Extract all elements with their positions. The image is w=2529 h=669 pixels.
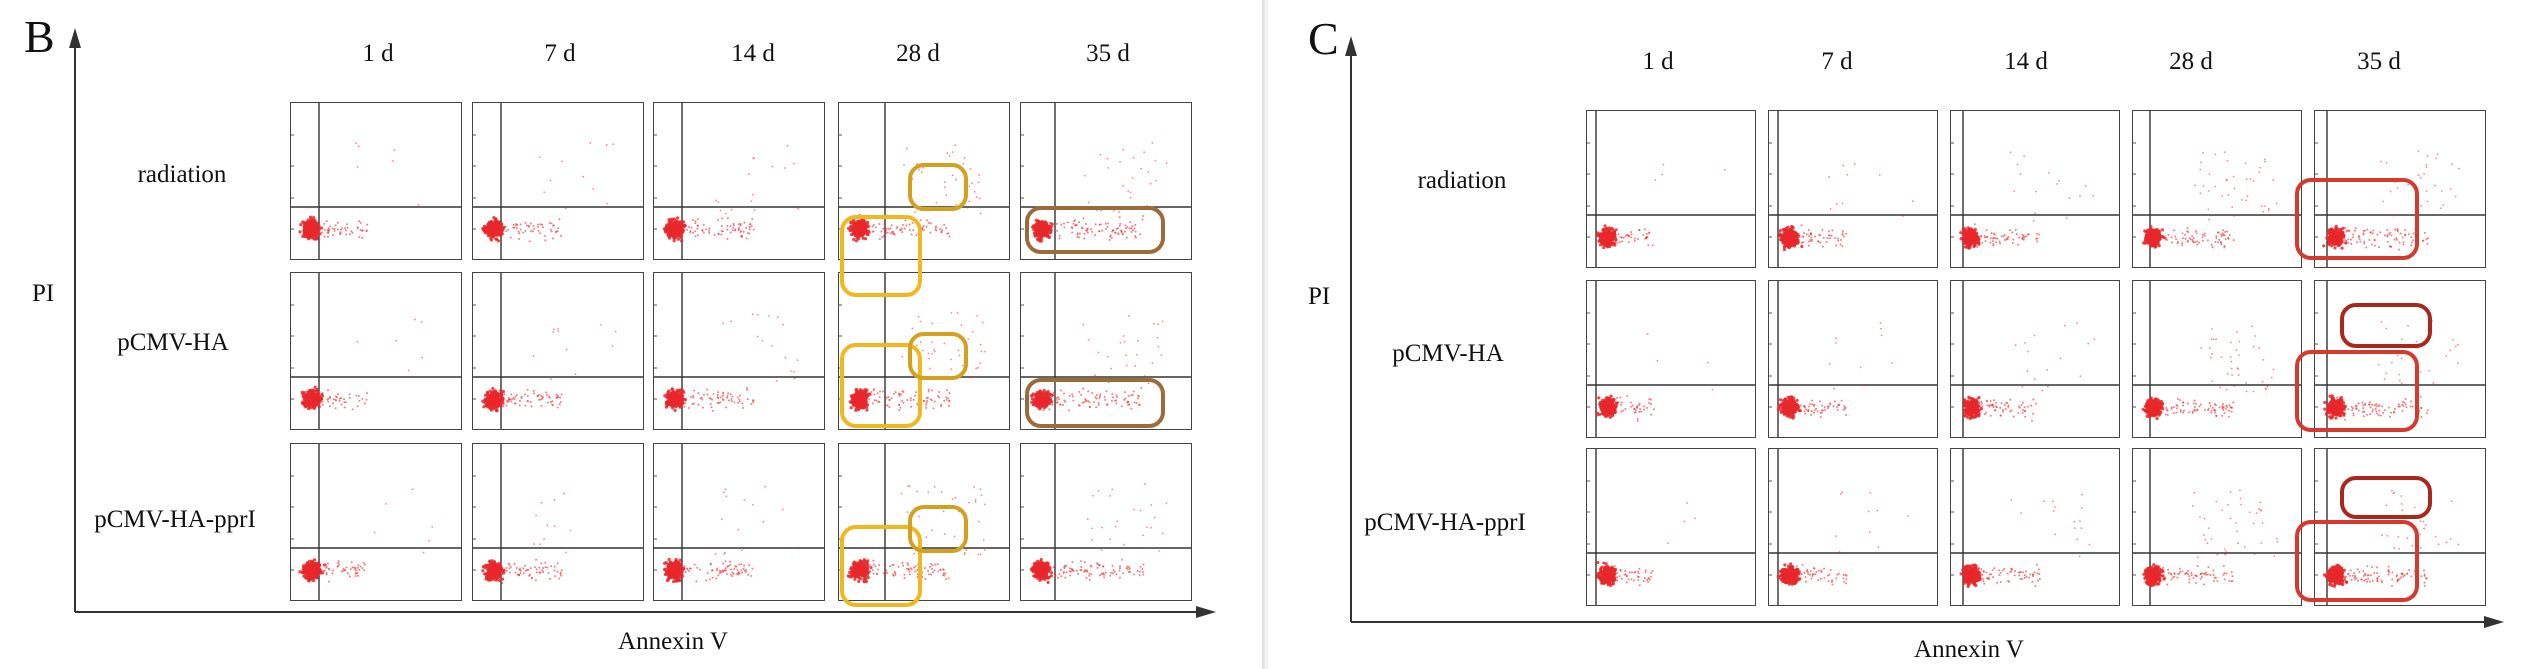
column-label: 1 d (362, 40, 394, 67)
row-label: pCMV-HA-pprI (94, 506, 256, 533)
column-label: 28 d (896, 40, 940, 67)
dot-plot (2314, 448, 2486, 606)
column-label: 1 d (1642, 48, 1674, 75)
row-label: pCMV-HA (117, 329, 229, 356)
column-label: 28 d (2169, 48, 2213, 75)
highlight-box (840, 525, 922, 607)
dot-plot (1768, 448, 1938, 606)
dot-plot (1020, 443, 1192, 601)
highlight-box (2295, 350, 2419, 432)
dot-plot (1950, 280, 2120, 438)
panel-letter: B (24, 11, 55, 62)
dot-plot (2132, 280, 2302, 438)
dot-plot (653, 443, 825, 601)
panel-c-axes (1345, 36, 2504, 628)
highlight-box (1025, 206, 1165, 254)
dot-plot (472, 443, 644, 601)
panel-c: C PI Annexin V 1 d 7 d 14 d 28 d 35 d ra… (1268, 0, 2529, 669)
dot-plot (838, 102, 1010, 260)
dot-plot (1768, 280, 1938, 438)
dot-plot (838, 272, 1010, 430)
panel-b-axes (69, 28, 1216, 618)
row-label: radiation (1417, 167, 1507, 194)
panel-divider (1262, 0, 1272, 669)
dot-plot (1586, 448, 1756, 606)
dot-plot (1586, 110, 1756, 268)
highlight-box (840, 343, 922, 428)
dot-plot (472, 102, 644, 260)
dot-plot (653, 272, 825, 430)
row-label: pCMV-HA-pprI (1364, 509, 1526, 536)
row-label: radiation (137, 161, 227, 188)
highlight-box (840, 215, 922, 297)
panel-letter: C (1308, 13, 1339, 64)
x-axis-title: Annexin V (1914, 636, 2024, 663)
highlight-box (908, 163, 968, 211)
y-axis-title: PI (1308, 283, 1331, 310)
dot-plot (472, 272, 644, 430)
dot-plot (2314, 110, 2486, 268)
dot-plot (1768, 110, 1938, 268)
highlight-box (2340, 476, 2432, 519)
highlight-box (2295, 178, 2419, 260)
column-label: 7 d (1821, 48, 1853, 75)
column-label: 7 d (544, 40, 576, 67)
dot-plot (1950, 110, 2120, 268)
dot-plot (290, 443, 462, 601)
column-label: 35 d (2357, 48, 2401, 75)
highlight-box (2340, 303, 2432, 348)
dot-plot (1950, 448, 2120, 606)
highlight-box (908, 505, 968, 553)
dot-plot (1586, 280, 1756, 438)
column-label: 35 d (1086, 40, 1130, 67)
highlight-box (2295, 520, 2419, 602)
highlight-box (908, 332, 968, 380)
x-axis-title: Annexin V (618, 628, 728, 655)
column-label: 14 d (731, 40, 775, 67)
dot-plot (2132, 448, 2302, 606)
dot-plot (2132, 110, 2302, 268)
panel-b: B PI Annexin V 1 d 7 d 14 d 28 d 35 d ra… (24, 11, 1216, 655)
dot-plot (290, 272, 462, 430)
highlight-box (1025, 378, 1165, 428)
dot-plot (653, 102, 825, 260)
dot-plot (290, 102, 462, 260)
row-label: pCMV-HA (1392, 340, 1504, 367)
column-label: 14 d (2004, 48, 2048, 75)
dot-plot (838, 443, 1010, 601)
y-axis-title: PI (32, 280, 55, 307)
